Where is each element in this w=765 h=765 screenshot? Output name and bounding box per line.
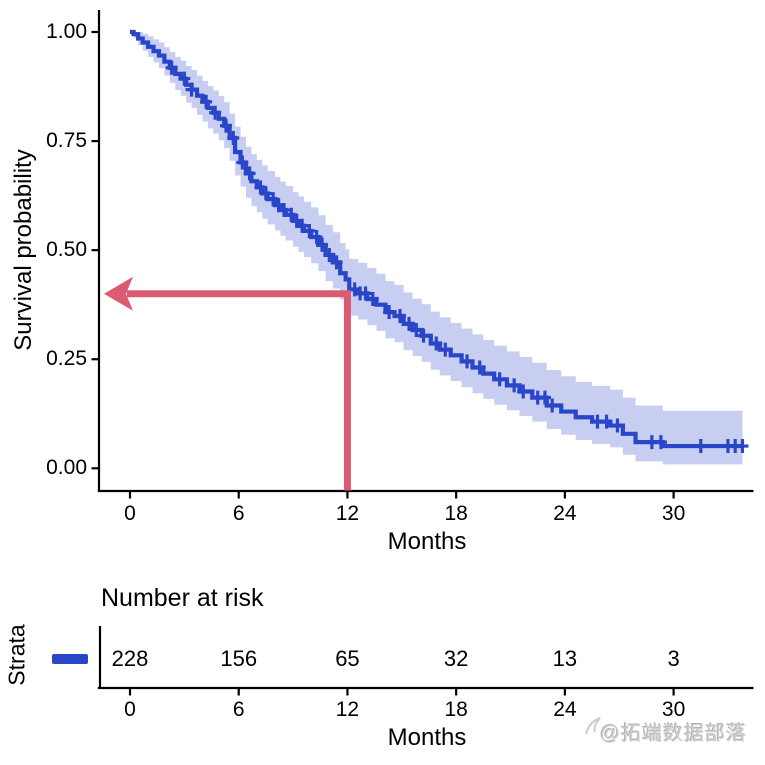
watermark-swoosh-icon: [585, 717, 601, 735]
x-tick-label: 18: [444, 502, 468, 525]
confidence-band: [130, 32, 743, 465]
y-tick-label: 0.75: [46, 129, 87, 153]
km-curve: [130, 29, 743, 449]
risk-count-value: 156: [220, 646, 258, 671]
x-tick-label: 6: [232, 502, 245, 525]
x-axis-title: Months: [0, 528, 765, 556]
x-tick-label: 30: [661, 502, 686, 525]
risk-x-tick-label: 12: [335, 698, 360, 721]
y-tick-label: 0.00: [46, 456, 87, 480]
risk-x-tick-label: 18: [444, 698, 468, 721]
x-tick-label: 24: [553, 502, 577, 525]
x-tick-label: 12: [335, 502, 360, 525]
annotation-arrow-line: [127, 290, 351, 491]
watermark-text: @拓端数据部落: [600, 723, 748, 745]
censor-marks: [165, 60, 749, 454]
annotation-arrow-head: [104, 276, 133, 311]
y-tick-label: 0.25: [46, 347, 87, 371]
y-tick-label: 1.00: [46, 20, 87, 43]
risk-x-tick-label: 30: [661, 698, 686, 721]
risk-x-axis-title: Months: [0, 724, 765, 752]
axis-tick-marks: [91, 30, 675, 696]
risk-table-title: Number at risk: [101, 584, 264, 612]
risk-count-value: 13: [552, 646, 578, 671]
strata-legend-dash: [52, 654, 88, 664]
risk-count-value: 3: [667, 646, 680, 671]
risk-x-tick-label: 24: [553, 698, 577, 721]
risk-count-value: 228: [111, 646, 149, 671]
risk-x-axis-title-text: Months: [387, 724, 467, 751]
x-axis-title-text: Months: [387, 528, 467, 555]
risk-count-value: 65: [335, 646, 360, 671]
risk-x-tick-label: 0: [124, 698, 136, 721]
risk-x-tick-label: 6: [232, 698, 245, 721]
risk-count-value: 32: [443, 646, 469, 671]
x-tick-label: 0: [124, 502, 136, 525]
strata-axis-label: Strata: [3, 624, 30, 686]
y-tick-label: 0.50: [46, 238, 87, 262]
